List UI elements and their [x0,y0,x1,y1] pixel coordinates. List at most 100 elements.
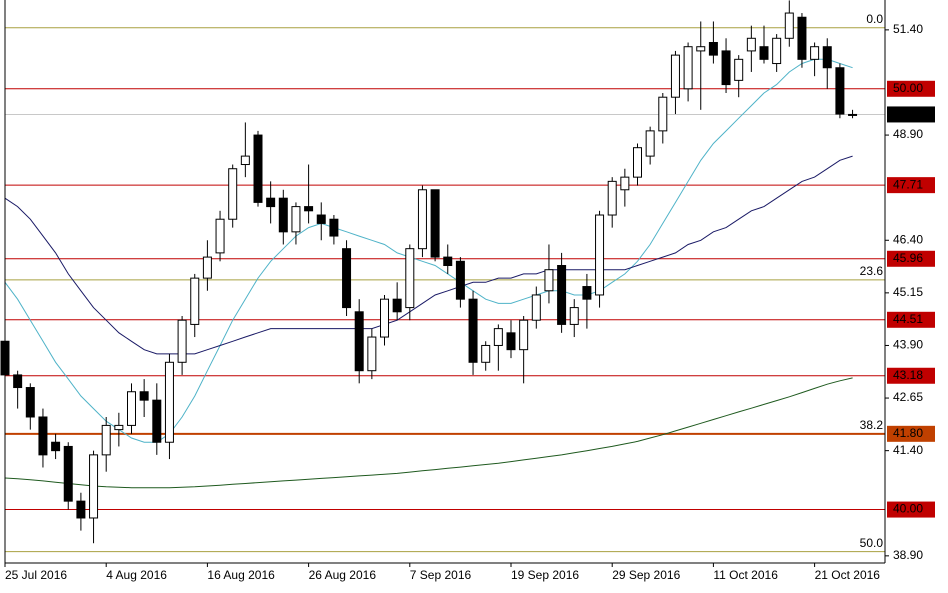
candle-body [127,391,136,426]
candle-body [468,298,478,363]
y-tick-label: 42.65 [893,390,923,404]
candle-body [506,332,516,351]
fib-label: 50.0 [860,536,884,550]
level-label-box [887,311,935,328]
candle-body [278,197,288,233]
current-price-label: 49.39 [893,107,923,121]
level-label-box [887,177,935,194]
candle-body [557,265,567,325]
candle-body [493,328,503,346]
level-label: 40.00 [893,502,923,516]
candle-body [329,218,339,237]
fib-label: 38.2 [860,418,884,432]
candle-body [620,176,630,191]
candle-body [481,344,491,363]
candle-body [645,130,655,157]
candle-body [595,214,605,296]
candle-body [63,445,73,502]
candle-body [164,361,174,443]
candle-body [443,256,453,267]
y-tick-label: 41.40 [893,443,923,457]
candle-body [746,37,756,52]
y-tick-label: 46.40 [893,232,923,246]
candle-body [152,399,162,443]
candle-body [531,294,541,321]
candle-body [114,424,124,431]
moving-average-line [4,155,853,355]
level-label: 44.51 [893,312,923,326]
y-tick-label: 51.40 [893,22,923,36]
candle-body [417,189,427,250]
candle-body [316,214,326,224]
candle-body [607,180,617,216]
candle-body [13,374,23,389]
candle-body [822,46,832,69]
x-tick-label: 25 Jul 2016 [5,568,67,582]
level-label: 41.80 [893,426,923,440]
candle-body [810,46,820,60]
x-tick-label: 19 Sep 2016 [511,568,579,582]
candle-body [405,248,415,309]
candle-body [582,286,592,300]
level-label-box [887,425,935,442]
candle-body [519,319,529,351]
candle-body [633,147,642,178]
candle-body [835,67,845,115]
candle-body [392,298,402,313]
x-tick-label: 4 Aug 2016 [106,568,167,582]
level-label-box [887,367,935,384]
candle-body [253,134,263,203]
candle-body [658,96,668,132]
x-tick-label: 7 Sep 2016 [410,568,472,582]
candle-body [190,277,200,325]
level-label: 45.96 [893,251,923,265]
level-label-box [887,501,935,518]
moving-average-line [4,58,853,443]
candle-body [544,269,554,292]
x-tick-label: 21 Oct 2016 [815,568,881,582]
candle-body [430,189,440,258]
y-tick-label: 48.90 [893,127,923,141]
x-tick-label: 16 Aug 2016 [207,568,275,582]
x-tick-label: 26 Aug 2016 [309,568,377,582]
fib-label: 0.0 [866,12,883,26]
candle-body [228,168,238,220]
candle-body [455,260,465,300]
candle-body [380,298,389,338]
candle-body [342,248,352,309]
candle-body [89,454,99,519]
candle-body [569,307,579,325]
y-tick-label: 45.15 [893,285,923,299]
candle-body [139,391,149,401]
y-tick-label: 38.90 [893,548,923,562]
candle-body [772,37,782,65]
candle-body [797,16,807,60]
candle-body [759,46,769,60]
candle-body [304,206,314,212]
candle-body [683,46,693,90]
candle-body [240,155,250,166]
candle-body [354,311,364,372]
candle-body [784,12,794,39]
x-tick-label: 29 Sep 2016 [612,568,680,582]
candle-body [367,336,377,372]
x-tick-label: 11 Oct 2016 [713,568,778,582]
candle-body [734,58,744,81]
level-label: 50.00 [893,81,923,95]
moving-average-line [4,377,853,489]
candle-body [708,41,718,56]
y-tick-label: 43.90 [893,338,923,352]
candle-body [266,197,276,208]
candle-body [76,500,86,519]
candle-body [696,46,706,52]
current-price-box [887,106,935,123]
candle-body [101,424,111,456]
candle-body [38,416,48,456]
fib-label: 23.6 [860,264,884,278]
level-label-box [887,80,935,97]
candle-body [51,441,61,452]
candle-body [721,50,731,86]
candle-body [291,206,301,233]
candle-body [202,256,212,279]
